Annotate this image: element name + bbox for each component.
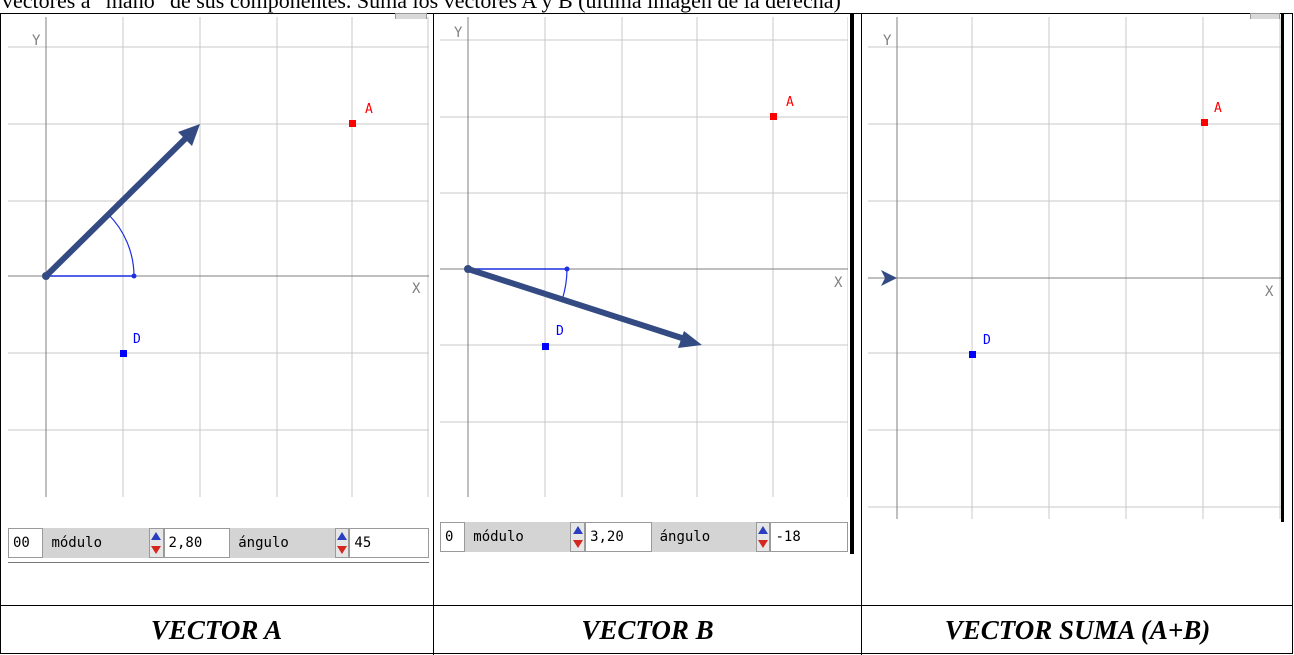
point-a-marker (770, 113, 777, 120)
axis-x-label: X (834, 275, 843, 291)
grid-a (8, 17, 429, 497)
angle-end-dot (564, 266, 570, 272)
angle-end-dot (131, 273, 137, 279)
caption-vector-suma: VECTOR SUMA (A+B) (944, 614, 1211, 645)
vector-a-origin (42, 272, 50, 280)
vector-b-origin (464, 265, 472, 273)
modulo-label: módulo (43, 528, 149, 558)
table-frame (0, 13, 1293, 654)
point-a-label: A (365, 102, 373, 117)
caption-vector-a: VECTOR A (150, 614, 283, 645)
vector-b-shaft (465, 266, 691, 343)
vector-b-arrowhead (678, 331, 702, 348)
point-d-marker (120, 350, 127, 357)
caption-row-divider (0, 605, 1293, 606)
panel-suma-right-border (1281, 13, 1284, 522)
point-a-label: A (1214, 101, 1222, 116)
document-heading-line: vectores a “mano” de sus componentes. Su… (0, 0, 1294, 14)
graph-panel-vector-suma[interactable]: Y X A D (868, 17, 1281, 519)
caption-vector-b: VECTOR B (581, 614, 714, 645)
point-d-label: D (983, 333, 991, 348)
modulo-input[interactable]: 2,80 (163, 528, 231, 558)
modulo-spinner[interactable] (570, 522, 586, 552)
graph-canvas-b[interactable]: Y X A D (440, 17, 848, 497)
point-a-marker (1201, 119, 1208, 126)
position-field[interactable]: 0 (440, 522, 466, 552)
grid-b (440, 17, 848, 497)
graph-canvas-a[interactable]: Y X A D (8, 17, 429, 497)
angulo-input[interactable]: -18 (770, 522, 849, 552)
table-divider-1 (433, 13, 434, 655)
spin-up-icon[interactable] (336, 529, 349, 543)
spin-up-icon[interactable] (150, 529, 163, 543)
axes-a (8, 17, 429, 497)
modulo-spinner[interactable] (148, 528, 164, 558)
panel-b-right-border (850, 13, 854, 554)
point-d-marker (542, 343, 549, 350)
angulo-spinner[interactable] (334, 528, 350, 558)
window-resize-nub[interactable] (1250, 13, 1280, 19)
vector-a-shaft (43, 133, 191, 279)
modulo-label: módulo (465, 522, 571, 552)
point-a-marker (349, 120, 356, 127)
spin-down-icon[interactable] (150, 543, 163, 557)
point-d-label: D (133, 332, 141, 347)
axis-x-label: X (1265, 284, 1274, 300)
grid-suma (868, 17, 1281, 519)
heading-text: vectores a “mano” de sus componentes. Su… (2, 0, 841, 13)
axis-x-label: X (412, 281, 421, 297)
vector-suma-arrowhead (881, 270, 897, 286)
spin-down-icon[interactable] (757, 537, 770, 551)
table-divider-2 (861, 13, 862, 655)
angle-arc (107, 213, 135, 277)
angulo-label: ángulo (651, 522, 756, 552)
angulo-input[interactable]: 45 (349, 528, 429, 558)
panel-bottom-line (8, 562, 429, 563)
graph-canvas-suma[interactable]: Y X A D (868, 17, 1281, 519)
graph-panel-vector-a[interactable]: Y X A D (8, 17, 429, 497)
spin-up-icon[interactable] (757, 523, 770, 537)
spin-up-icon[interactable] (571, 523, 584, 537)
vector-a-arrowhead (178, 124, 200, 146)
vector-b-controls: 0 módulo 3,20 ángulo -18 (440, 520, 849, 554)
modulo-input[interactable]: 3,20 (585, 522, 652, 552)
point-a-label: A (786, 95, 794, 110)
axes-suma (868, 17, 1281, 519)
axes-b (440, 17, 848, 497)
position-field[interactable]: 00 (8, 528, 44, 558)
point-d-marker (969, 351, 976, 358)
axis-y-label: Y (883, 33, 892, 49)
spin-down-icon[interactable] (571, 537, 584, 551)
window-resize-nub[interactable] (395, 13, 427, 19)
angulo-label: ángulo (230, 528, 335, 558)
spin-down-icon[interactable] (336, 543, 349, 557)
angle-arc (561, 268, 568, 301)
point-d-label: D (556, 324, 564, 339)
axis-y-label: Y (454, 25, 463, 41)
vector-a-controls: 00 módulo 2,80 ángulo 45 (8, 526, 429, 560)
graph-panel-vector-b[interactable]: Y X A D (440, 17, 848, 497)
axis-y-label: Y (32, 33, 41, 49)
angulo-spinner[interactable] (755, 522, 771, 552)
